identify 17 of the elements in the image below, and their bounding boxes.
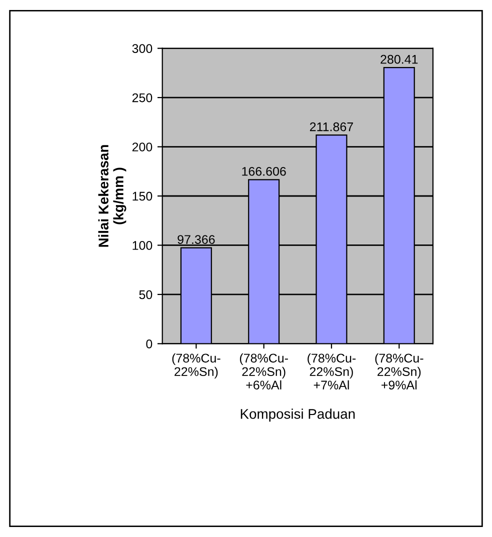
- y-tick-label: 250: [132, 93, 152, 102]
- data-label: 211.867: [310, 122, 353, 132]
- y-tick-label: 150: [132, 192, 152, 201]
- y-tick-label: 200: [132, 142, 152, 152]
- data-label: 280.41: [380, 54, 418, 64]
- x-tick-label: (78%Cu- 22%Sn) +6%Al: [240, 353, 288, 390]
- data-label: 97.366: [178, 235, 215, 244]
- y-tick-label: 100: [132, 241, 152, 250]
- y-tick-label: 300: [132, 44, 152, 53]
- x-tick-label: (78%Cu- 22%Sn): [172, 353, 220, 379]
- y-axis-title: Nilai Kekerasan (kg/mm ): [98, 145, 126, 247]
- y-tick-label: 50: [139, 290, 152, 300]
- x-axis-title: Komposisi Paduan: [240, 408, 355, 422]
- x-tick-label: (78%Cu- 22%Sn) +7%Al: [308, 353, 356, 390]
- y-tick-label: 0: [146, 339, 152, 348]
- x-tick-label: (78%Cu- 22%Sn) +9%Al: [375, 353, 424, 390]
- data-label: 166.606: [242, 166, 286, 176]
